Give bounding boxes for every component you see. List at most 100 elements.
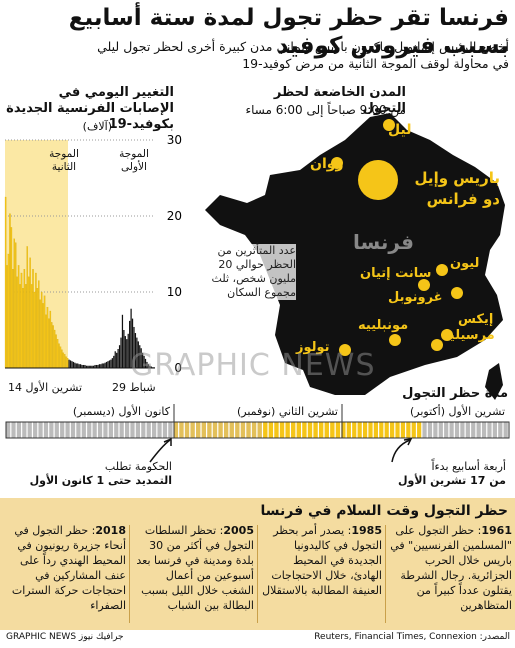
chart-bar [19,284,21,369]
subtitle-line-2: في محاولة لوقف الموجة الثانية من مرض كوف… [242,56,509,71]
chart-bar [61,349,63,369]
chart-bar [108,360,111,368]
timeline-day [92,422,97,438]
chart-bar [74,362,76,368]
timeline-day [141,422,146,438]
chart-bar [147,364,150,368]
chart-bar [48,318,50,369]
timeline-day [285,422,290,438]
history-year: 1961 [481,524,512,537]
timeline-day [498,422,503,438]
wave-label-second: الموجة الثانية [49,148,79,173]
chart-bar [91,365,93,368]
timeline-day [212,422,218,438]
chart-bar [30,284,33,369]
chart-bar [9,213,11,369]
chart-bar [64,354,66,369]
chart-y-ticks: 0 10 20 30 [167,133,182,375]
chart-bar [92,365,95,368]
timeline-day [87,422,92,438]
chart-bar [81,364,83,368]
city-dot-rouen [331,157,343,169]
chart-bar [150,366,152,368]
chart-bar [29,257,31,369]
timeline-day [33,422,38,438]
chart-bar [75,363,77,368]
timeline-day [196,422,201,438]
timeline-day [223,422,229,438]
timeline-day [152,422,157,438]
timeline-day [173,422,179,438]
chart-bar [110,359,112,368]
chart-bar [51,322,53,369]
history-text: حظر التجول في أنحاء جزيرة ريونيون في الم… [11,524,126,612]
timeline-day [124,422,130,438]
history-item-1961: 1961: حظر التجول على "المسلمين الفرنسيين… [390,524,512,612]
arrow-start [391,439,411,463]
chart-bar [52,325,54,369]
chart-bar [127,333,129,368]
chart-bar [85,365,88,368]
timeline-heading: مدة حظر التجول [402,386,508,401]
chart-bar [20,272,23,369]
timeline-day [417,422,422,438]
subtitle-line-1: أخضع الرئيس إيمانويل ماكرون باريس وثماني… [97,39,509,54]
chart-bar [68,359,70,368]
city-dot-paris [358,160,398,200]
chart-bar [143,355,145,368]
history-year: 1985 [351,524,382,537]
chart-bar [149,365,151,368]
curfew-timeline [5,404,510,439]
chart-bar [36,288,39,369]
chart-bar [146,361,148,368]
chart-bar [124,336,126,368]
timeline-day [81,422,86,438]
timeline-day [291,422,296,438]
map-country-label: فرنسا [353,230,414,254]
chart-bar [55,334,57,369]
chart-bar [62,352,65,369]
y-tick-label: 0 [174,361,182,375]
city-label-toulouse: تولوز [296,340,330,355]
timeline-day [103,422,108,438]
x-label-end: 14 تشرين الأول [8,381,83,394]
chart-bar [49,310,52,369]
chart-bar [105,361,108,368]
timeline-day [279,422,285,438]
history-item-1985: 1985: يصدر أمر بحظر التجول في كاليدونيا … [262,524,382,597]
chart-bar [7,253,10,369]
arrow-start-head [403,438,413,446]
footer-source: المصدر: Reuters, Financial Times, Connex… [314,632,510,642]
chart-bar [40,291,43,369]
timeline-day [313,422,318,438]
timeline-day [449,422,454,438]
chart-bar [69,360,72,368]
timeline-day [438,422,443,438]
timeline-frame [5,421,510,439]
chart-bar [136,337,138,368]
chart-bar [13,238,15,369]
timeline-day [179,422,184,438]
history-year: 2018 [95,524,126,537]
city-label-aix: إيكس [458,312,494,327]
timeline-day [130,422,135,438]
chart-bar [71,361,73,368]
footer-credit: GRAPHIC NEWS جرافيك نيوز [6,632,124,642]
timeline-note-start-line2: من 17 تشرين الأول [397,474,506,487]
city-dot-grenoble [451,287,463,299]
history-heading: حظر التجول وقت السلام في فرنسا [260,503,508,519]
chart-bar [100,364,102,368]
history-text: يصدر أمر بحظر التجول في كاليدونيا الجديد… [262,524,382,597]
timeline-day [263,422,268,438]
city-dot-saint-etienne [418,279,430,291]
chart-bar [98,364,100,368]
chart-bar [123,330,125,368]
chart-bar [101,363,103,368]
timeline-day [487,422,492,438]
timeline-day [268,422,274,438]
timeline-day [427,422,433,438]
city-label-paris: باريس وإيل دو فرانس [414,169,500,208]
chart-bar [133,326,135,368]
timeline-day [465,422,470,438]
timeline-day [27,422,32,438]
